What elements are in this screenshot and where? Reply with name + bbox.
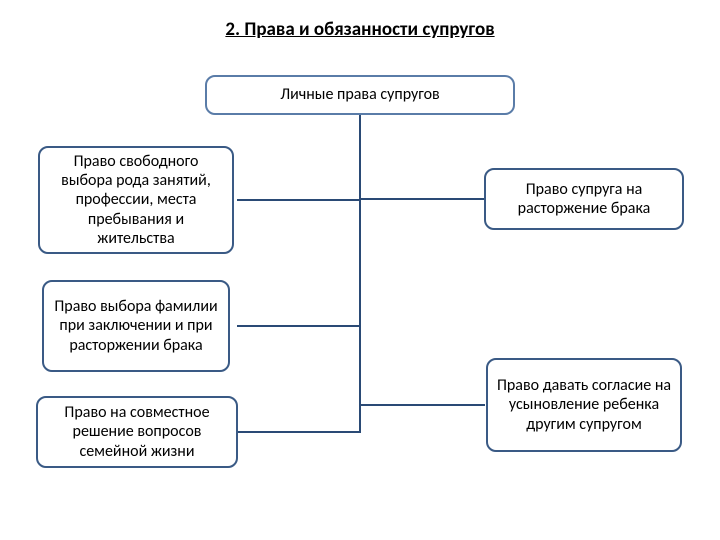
page-title: 2. Права и обязанности супругов	[0, 18, 720, 41]
child-node-5: Право давать согласие на усыновление реб…	[486, 358, 682, 452]
root-node: Личные права супругов	[205, 75, 515, 115]
child-node-4: Право супруга на расторжение брака	[484, 168, 684, 230]
child-node-3: Право на совместное решение вопросов сем…	[36, 396, 238, 468]
child-node-1: Право свободного выбора рода занятий, пр…	[38, 146, 234, 254]
child-node-2: Право выбора фамилии при заключении и пр…	[42, 280, 230, 372]
